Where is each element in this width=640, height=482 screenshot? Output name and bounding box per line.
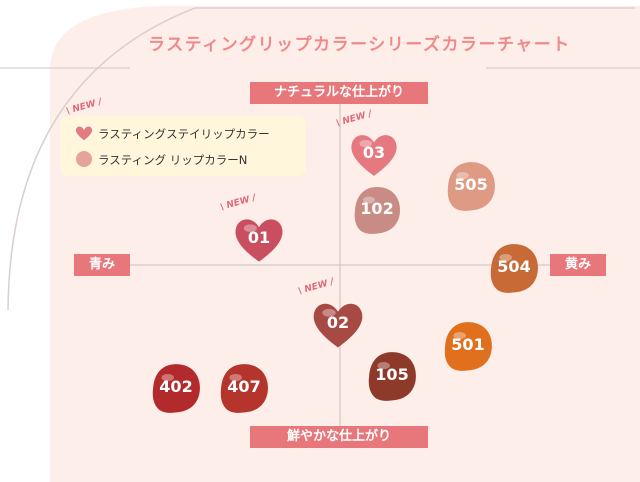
axis-label-right: 黄み [550,254,606,276]
swatch-code-label: 402 [159,377,193,396]
swatch-code-label: 407 [227,377,261,396]
swatch-01: 01 \ NEW / [219,193,286,266]
chart-title: ラスティングリップカラーシリーズカラーチャート [148,35,571,55]
legend-heart-icon [74,125,94,142]
swatch-02: 02 \ NEW / [297,277,366,352]
swatch-105: 105 [366,350,418,402]
axis-label-top: ナチュラルな仕上がり [250,82,428,104]
blob-icon [220,364,268,413]
legend-blob-icon [76,151,92,167]
swatch-code-label: 01 [247,228,271,247]
swatch-501: 501 [442,320,494,372]
swatch-code-label: 102 [360,199,394,218]
blob-icon [354,187,400,234]
swatch-407: 407 [218,362,270,414]
frame-arc-line [7,7,196,311]
swatch-code-label: 501 [451,335,485,354]
swatch-code-label: 504 [497,257,531,276]
swatch-code-label: 505 [454,175,488,194]
axis-label-bottom: 鮮やかな仕上がり [250,426,428,448]
heart-icon [235,219,283,262]
swatch-402: 402 [150,362,202,414]
swatch-102: 102 [352,185,402,235]
blob-icon [444,322,492,371]
blob-icon [152,364,200,413]
legend-item-stay: ラスティングステイリップカラー [98,127,270,141]
axis-label-left: 青み [74,254,130,276]
swatch-03: 03 \ NEW / [335,109,400,180]
legend-item-n: ラスティング リップカラーN [98,153,248,167]
swatch-504: 504 [488,242,540,294]
swatch-code-label: 02 [326,313,350,332]
blob-icon [490,244,538,293]
legend: \ NEW / ラスティングステイリップカラー ラスティング リップカラーN [60,97,306,176]
background-panel [50,6,640,482]
blob-icon [447,162,495,211]
heart-icon [351,135,397,176]
swatch-505: 505 [445,160,497,212]
swatch-code-label: 105 [375,365,409,384]
swatch-code-label: 03 [362,143,386,162]
heart-icon [313,303,363,348]
blob-icon [368,352,416,401]
